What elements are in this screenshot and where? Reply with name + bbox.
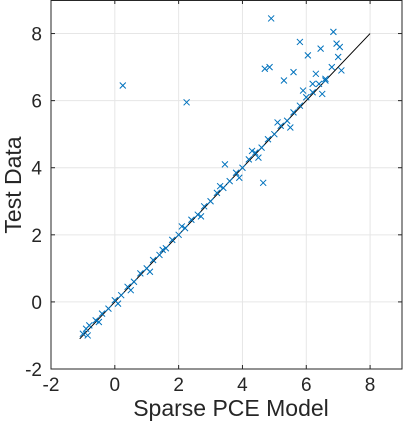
data-point xyxy=(283,117,291,125)
data-point xyxy=(226,177,234,185)
data-point xyxy=(92,317,100,324)
data-point xyxy=(178,223,186,230)
data-point xyxy=(207,197,214,205)
data-point xyxy=(149,256,157,264)
data-point xyxy=(188,216,195,224)
y-tick-label: 4 xyxy=(31,159,42,180)
data-point xyxy=(309,88,317,96)
data-point xyxy=(114,300,122,307)
data-point xyxy=(315,80,323,88)
data-point xyxy=(235,174,243,182)
data-point xyxy=(117,291,125,299)
data-point xyxy=(245,155,253,163)
data-point xyxy=(312,70,320,78)
x-tick-label: 6 xyxy=(301,375,312,396)
data-point xyxy=(221,161,229,168)
data-point xyxy=(274,119,281,126)
data-point xyxy=(334,53,342,61)
data-point xyxy=(261,65,269,73)
data-point xyxy=(95,318,103,326)
data-point xyxy=(213,189,221,197)
data-point xyxy=(200,202,208,210)
data-point xyxy=(336,43,344,51)
data-point xyxy=(330,28,337,36)
data-point xyxy=(194,211,202,219)
data-point xyxy=(266,63,273,71)
data-point xyxy=(248,147,256,155)
y-axis-label: Test Data xyxy=(0,136,26,233)
y-tick-label: 0 xyxy=(31,293,42,314)
data-point xyxy=(322,75,329,83)
x-tick-label: 8 xyxy=(365,375,376,396)
data-point xyxy=(162,244,170,252)
data-point xyxy=(84,332,92,339)
y-tick-label: 6 xyxy=(31,92,42,113)
data-point xyxy=(156,251,163,259)
data-point xyxy=(136,270,144,277)
data-point xyxy=(197,213,205,220)
data-point xyxy=(322,77,329,84)
data-point xyxy=(251,149,259,156)
x-tick-label: -2 xyxy=(43,375,60,396)
tick-labels: -2 0 2 4 6 8 -2 0 2 4 6 8 xyxy=(25,25,375,396)
data-point xyxy=(264,135,272,143)
axes-box xyxy=(50,0,403,370)
data-point xyxy=(309,80,317,88)
data-point xyxy=(159,246,167,254)
scatter-points xyxy=(79,15,345,339)
data-point xyxy=(290,109,297,116)
data-point xyxy=(127,286,135,294)
data-point xyxy=(286,124,294,131)
data-point xyxy=(296,102,304,110)
data-point xyxy=(105,305,112,312)
data-point xyxy=(259,179,267,187)
data-point xyxy=(85,322,93,329)
data-point xyxy=(267,15,275,22)
data-point xyxy=(338,67,345,74)
data-point xyxy=(181,224,189,232)
data-point xyxy=(175,231,182,239)
data-point xyxy=(296,38,304,46)
data-point xyxy=(119,82,127,89)
data-point xyxy=(255,154,262,162)
x-tick-label: 0 xyxy=(110,375,121,396)
data-point xyxy=(216,182,224,190)
data-point xyxy=(239,164,246,172)
data-point xyxy=(302,93,310,101)
data-point xyxy=(219,184,227,192)
y-tick-label: 8 xyxy=(31,25,42,46)
data-point xyxy=(98,310,106,318)
plot-frame xyxy=(50,0,403,370)
x-tick-label: 2 xyxy=(173,375,184,396)
data-point xyxy=(79,330,87,338)
data-point xyxy=(290,68,297,76)
data-point xyxy=(328,63,336,71)
data-point xyxy=(304,51,312,59)
data-point xyxy=(280,77,288,84)
data-point xyxy=(146,268,154,276)
grid xyxy=(50,0,402,370)
data-point xyxy=(232,169,240,177)
y-tick-label: -2 xyxy=(25,360,42,381)
data-point xyxy=(130,278,138,286)
data-point xyxy=(299,87,307,94)
data-point xyxy=(317,45,324,52)
x-axis-label: Sparse PCE Model xyxy=(133,395,329,421)
data-point xyxy=(168,236,176,244)
data-point xyxy=(258,144,265,151)
data-point xyxy=(271,130,278,138)
data-point xyxy=(183,98,190,106)
y-tick-label: 2 xyxy=(31,226,42,247)
x-tick-label: 4 xyxy=(237,375,248,396)
data-point xyxy=(318,90,326,98)
